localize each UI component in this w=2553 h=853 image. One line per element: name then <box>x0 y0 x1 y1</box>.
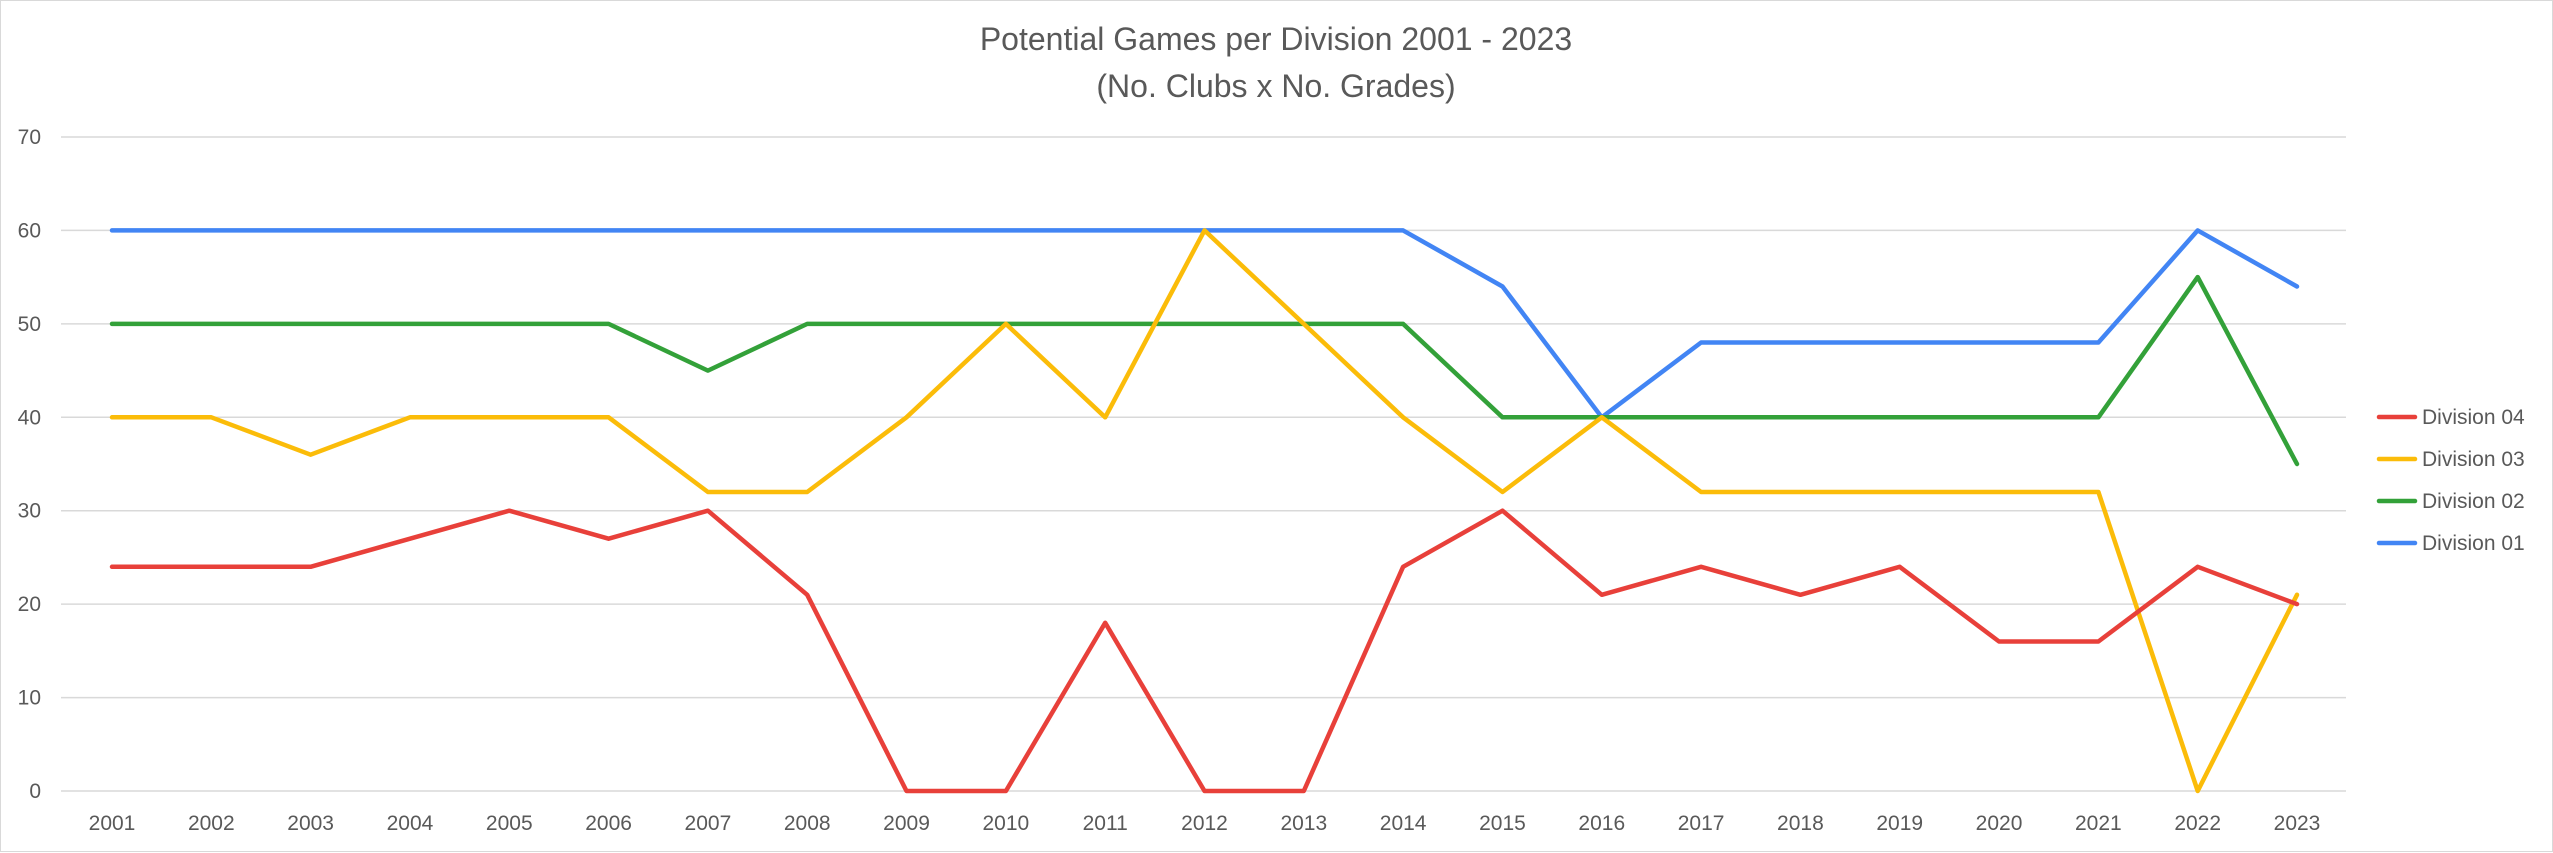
x-tick-label: 2003 <box>287 812 334 835</box>
x-tick-label: 2021 <box>2075 812 2122 835</box>
legend-label: Division 01 <box>2422 532 2525 555</box>
x-tick-label: 2016 <box>1578 812 1625 835</box>
legend-label: Division 02 <box>2422 490 2525 513</box>
x-tick-label: 2001 <box>89 812 136 835</box>
series-lines <box>109 228 2300 794</box>
x-tick-label: 2014 <box>1380 812 1427 835</box>
series-line-division-02 <box>109 274 2300 467</box>
x-tick-label: 2020 <box>1976 812 2023 835</box>
legend-label: Division 04 <box>2422 406 2525 429</box>
chart-title: Potential Games per Division 2001 - 2023 <box>980 21 1572 57</box>
legend-item: Division 01 <box>2376 532 2525 555</box>
x-tick-label: 2005 <box>486 812 533 835</box>
y-tick-label: 40 <box>18 406 41 429</box>
y-tick-label: 30 <box>18 500 41 523</box>
x-tick-label: 2006 <box>585 812 632 835</box>
x-tick-label: 2009 <box>883 812 930 835</box>
y-tick-label: 60 <box>18 219 41 242</box>
x-axis-ticks: 2001 2002 2003 2004 2005 2006 2007 2008 2009 2010… <box>89 812 2321 835</box>
x-tick-label: 2002 <box>188 812 235 835</box>
x-tick-label: 2017 <box>1678 812 1725 835</box>
series-line-division-03 <box>109 228 2300 794</box>
legend-item: Division 02 <box>2376 490 2525 513</box>
series-line-division-04 <box>109 508 2300 794</box>
legend-item: Division 03 <box>2376 448 2525 471</box>
x-tick-label: 2019 <box>1876 812 1923 835</box>
x-tick-label: 2012 <box>1181 812 1228 835</box>
y-axis-ticks: 0 10 20 30 40 50 60 70 <box>18 126 41 803</box>
x-tick-label: 2018 <box>1777 812 1824 835</box>
x-tick-label: 2010 <box>983 812 1030 835</box>
x-tick-label: 2007 <box>685 812 732 835</box>
x-tick-label: 2013 <box>1280 812 1327 835</box>
y-tick-label: 0 <box>29 780 41 803</box>
x-tick-label: 2023 <box>2274 812 2321 835</box>
y-tick-label: 50 <box>18 313 41 336</box>
x-tick-label: 2011 <box>1083 812 1128 835</box>
x-tick-label: 2004 <box>387 812 434 835</box>
y-tick-label: 20 <box>18 593 41 616</box>
legend: Division 04 Division 03 Division 02 Divisio… <box>2376 406 2525 555</box>
x-tick-label: 2022 <box>2174 812 2221 835</box>
x-tick-label: 2015 <box>1479 812 1526 835</box>
x-tick-label: 2008 <box>784 812 831 835</box>
y-tick-label: 10 <box>18 687 41 710</box>
y-tick-label: 70 <box>18 126 41 149</box>
chart-subtitle: (No. Clubs x No. Grades) <box>1096 68 1455 104</box>
legend-label: Division 03 <box>2422 448 2525 471</box>
legend-item: Division 04 <box>2376 406 2525 429</box>
